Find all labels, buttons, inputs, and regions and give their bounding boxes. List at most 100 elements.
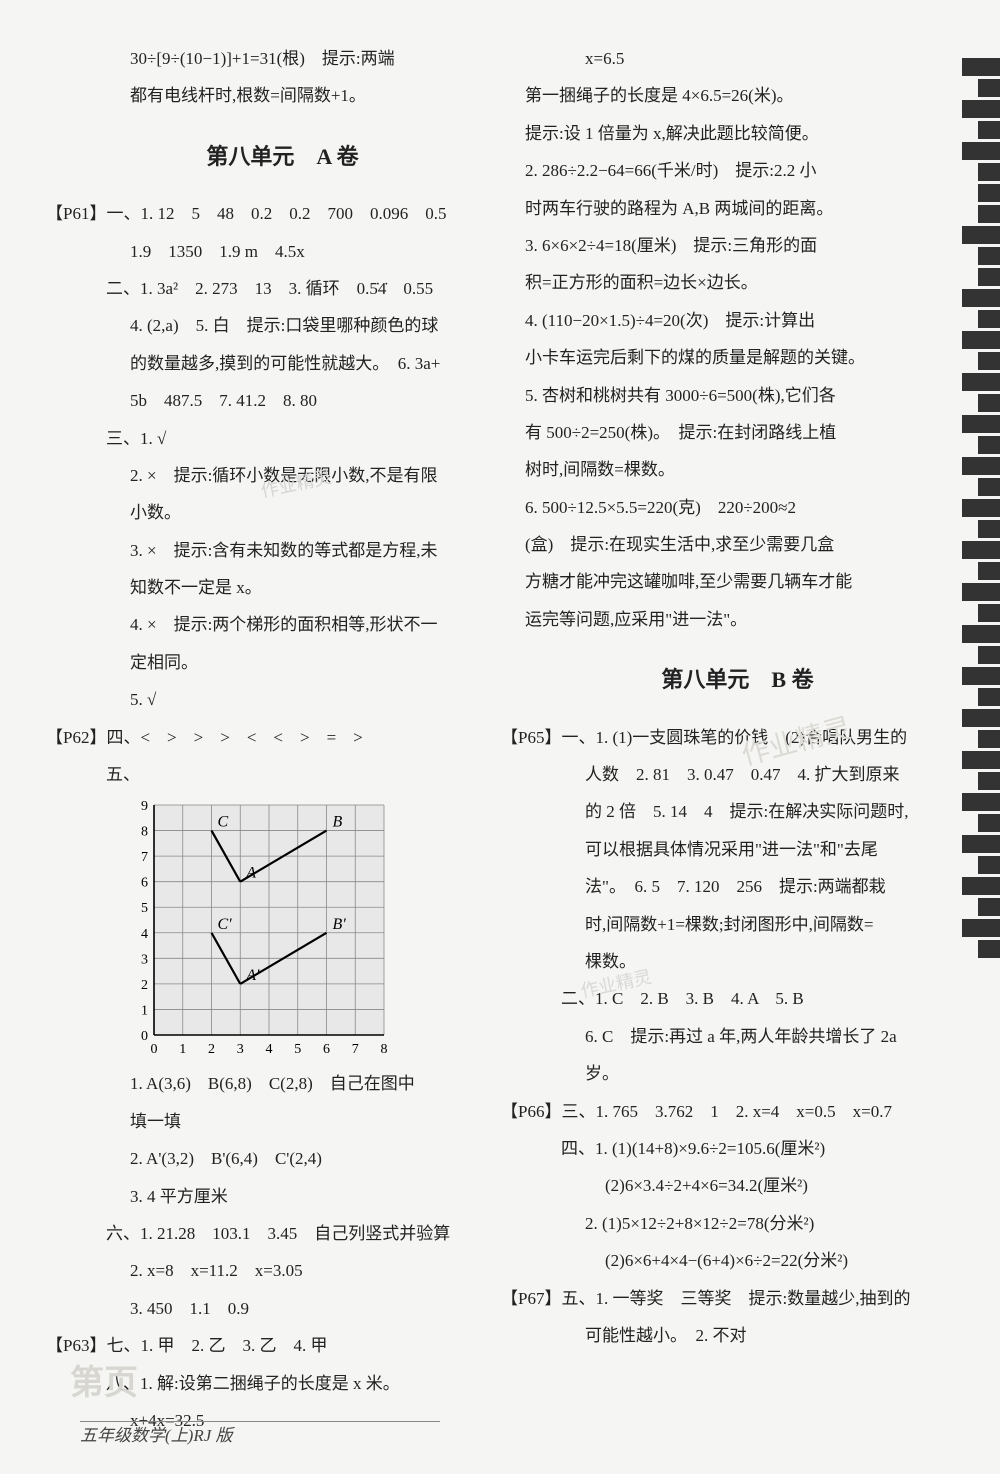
text: 页 xyxy=(104,1365,138,1402)
text: (2)6×6+4×4−(6+4)×6÷2=22(分米²) xyxy=(525,1242,950,1279)
text: 二、1. 3a² 2. 273 13 3. 循环 0.5̇4̇ 0.55 xyxy=(70,270,495,307)
text: 4. × 提示:两个梯形的面积相等,形状不一 xyxy=(70,606,495,643)
text: 3. 6×6×2÷4=18(厘米) 提示:三角形的面 xyxy=(525,227,950,264)
text: 4. (110−20×1.5)÷4=20(次) 提示:计算出 xyxy=(525,302,950,339)
text: 人数 2. 81 3. 0.47 0.47 4. 扩大到原来 xyxy=(525,756,950,793)
text: 都有电线杆时,根数=间隔数+1。 xyxy=(70,77,495,114)
text: (盒) 提示:在现实生活中,求至少需要几盒 xyxy=(525,526,950,563)
svg-text:1: 1 xyxy=(141,1004,148,1019)
text: 方糖才能冲完这罐咖啡,至少需要几辆车才能 xyxy=(525,563,950,600)
text: 3. × 提示:含有未知数的等式都是方程,未 xyxy=(70,532,495,569)
text: 五、1. 一等奖 三等奖 提示:数量越少,抽到的 xyxy=(561,1289,910,1308)
unit-title-a: 第八单元 A 卷 xyxy=(70,133,495,181)
page-ref: 【P67】 xyxy=(501,1280,561,1317)
svg-text:5: 5 xyxy=(141,902,148,917)
text: 树时,间隔数=棵数。 xyxy=(525,451,950,488)
grid-svg: 0 1 2 3 4 5 6 7 8 1 2 3 4 5 6 7 8 9 0 C B A C' B' A' xyxy=(130,799,390,1059)
page-ref: 【P65】 xyxy=(501,719,561,756)
text: 三、1. √ xyxy=(70,420,495,457)
text: 2. x=8 x=11.2 x=3.05 xyxy=(70,1252,495,1289)
svg-text:0: 0 xyxy=(141,1029,148,1044)
text: 五、 xyxy=(70,756,495,793)
page-root: 30÷[9÷(10−1)]+1=31(根) 提示:两端 都有电线杆时,根数=间隔… xyxy=(0,0,1000,1459)
text: 6. 500÷12.5×5.5=220(克) 220÷200≈2 xyxy=(525,489,950,526)
coordinate-grid-chart: 0 1 2 3 4 5 6 7 8 1 2 3 4 5 6 7 8 9 0 C B A C' B' A' xyxy=(130,799,390,1059)
text: 【P66】三、1. 765 3.762 1 2. x=4 x=0.5 x=0.7 xyxy=(525,1093,950,1130)
text: 三、1. 765 3.762 1 2. x=4 x=0.5 x=0.7 xyxy=(561,1102,892,1121)
text: 岁。 xyxy=(525,1055,950,1092)
svg-text:7: 7 xyxy=(352,1042,359,1057)
right-column: x=6.5 第一捆绳子的长度是 4×6.5=26(米)。 提示:设 1 倍量为 … xyxy=(525,40,950,1439)
svg-text:C: C xyxy=(218,814,229,831)
page-ref: 【P66】 xyxy=(501,1093,561,1130)
svg-text:8: 8 xyxy=(381,1042,388,1057)
text: 积=正方形的面积=边长×边长。 xyxy=(525,264,950,301)
text: 棵数。 xyxy=(525,943,950,980)
text: 时两车行驶的路程为 A,B 两城间的距离。 xyxy=(525,190,950,227)
text: 第 xyxy=(70,1365,104,1402)
text: 可能性越小。 2. 不对 xyxy=(525,1317,950,1354)
text: 6. C 提示:再过 a 年,两人年龄共增长了 2a xyxy=(525,1018,950,1055)
svg-text:4: 4 xyxy=(141,927,148,942)
svg-text:5: 5 xyxy=(294,1042,301,1057)
text: 【P62】四、< > > > < < > = > xyxy=(70,719,495,756)
svg-text:A: A xyxy=(245,865,256,882)
text: 四、< > > > < < > = > xyxy=(106,728,362,747)
svg-text:3: 3 xyxy=(141,953,148,968)
text: 法"。 6. 5 7. 120 256 提示:两端都栽 xyxy=(525,868,950,905)
text: 一、1. (1)一支圆珠笔的价钱 (2)合唱队男生的 xyxy=(561,728,907,747)
svg-text:0: 0 xyxy=(151,1042,158,1057)
page-ref: 【P62】 xyxy=(46,719,106,756)
page-ref: 【P61】 xyxy=(46,195,106,232)
unit-title-b: 第八单元 B 卷 xyxy=(525,656,950,704)
text: 30÷[9÷(10−1)]+1=31(根) 提示:两端 xyxy=(70,40,495,77)
svg-text:6: 6 xyxy=(323,1042,330,1057)
text: 【P65】一、1. (1)一支圆珠笔的价钱 (2)合唱队男生的 xyxy=(525,719,950,756)
text: 二、1. C 2. B 3. B 4. A 5. B xyxy=(525,980,950,1017)
text: 1.9 1350 1.9 m 4.5x xyxy=(70,233,495,270)
text: 5. √ xyxy=(70,681,495,718)
text: 3. 450 1.1 0.9 xyxy=(70,1290,495,1327)
text: 填一填 xyxy=(70,1103,495,1140)
text: 知数不一定是 x。 xyxy=(70,569,495,606)
text: 时,间隔数+1=棵数;封闭图形中,间隔数= xyxy=(525,906,950,943)
page-number: 第页 xyxy=(70,1351,138,1406)
text: 4. (2,a) 5. 白 提示:口袋里哪种颜色的球 xyxy=(70,307,495,344)
text: 2. 286÷2.2−64=66(千米/时) 提示:2.2 小 xyxy=(525,152,950,189)
text: 小卡车运完后剩下的煤的质量是解题的关键。 xyxy=(525,339,950,376)
left-column: 30÷[9÷(10−1)]+1=31(根) 提示:两端 都有电线杆时,根数=间隔… xyxy=(70,40,495,1439)
text: 运完等问题,应采用"进一法"。 xyxy=(525,601,950,638)
text: 2. (1)5×12÷2+8×12÷2=78(分米²) xyxy=(525,1205,950,1242)
text: 1. A(3,6) B(6,8) C(2,8) 自己在图中 xyxy=(70,1065,495,1102)
text: 提示:设 1 倍量为 x,解决此题比较简便。 xyxy=(525,115,950,152)
text: 【P61】一、1. 12 5 48 0.2 0.2 700 0.096 0.5 xyxy=(70,195,495,232)
text: 定相同。 xyxy=(70,644,495,681)
text: 5. 杏树和桃树共有 3000÷6=500(株),它们各 xyxy=(525,377,950,414)
text: 2. × 提示:循环小数是无限小数,不是有限 xyxy=(70,457,495,494)
svg-text:9: 9 xyxy=(141,799,148,814)
svg-text:4: 4 xyxy=(266,1042,273,1057)
svg-text:8: 8 xyxy=(141,825,148,840)
svg-text:B': B' xyxy=(333,916,347,933)
text: 第一捆绳子的长度是 4×6.5=26(米)。 xyxy=(525,77,950,114)
svg-text:A': A' xyxy=(245,967,260,984)
svg-text:3: 3 xyxy=(237,1042,244,1057)
text: 一、1. 12 5 48 0.2 0.2 700 0.096 0.5 xyxy=(106,204,446,223)
svg-text:1: 1 xyxy=(179,1042,186,1057)
edge-markers xyxy=(962,58,1000,958)
text: 六、1. 21.28 103.1 3.45 自己列竖式并验算 xyxy=(70,1215,495,1252)
svg-text:2: 2 xyxy=(208,1042,215,1057)
text: 3. 4 平方厘米 xyxy=(70,1178,495,1215)
svg-text:7: 7 xyxy=(141,851,148,866)
text: (2)6×3.4÷2+4×6=34.2(厘米²) xyxy=(525,1167,950,1204)
svg-text:C': C' xyxy=(218,916,233,933)
text: 的数量越多,摸到的可能性就越大。 6. 3a+ xyxy=(70,345,495,382)
svg-text:2: 2 xyxy=(141,978,148,993)
text: x=6.5 xyxy=(525,40,950,77)
text: 【P67】五、1. 一等奖 三等奖 提示:数量越少,抽到的 xyxy=(525,1280,950,1317)
text: 2. A'(3,2) B'(6,4) C'(2,4) xyxy=(70,1140,495,1177)
svg-text:6: 6 xyxy=(141,876,148,891)
text: 有 500÷2=250(株)。 提示:在封闭路线上植 xyxy=(525,414,950,451)
svg-text:B: B xyxy=(333,814,343,831)
text: 可以根据具体情况采用"进一法"和"去尾 xyxy=(525,831,950,868)
